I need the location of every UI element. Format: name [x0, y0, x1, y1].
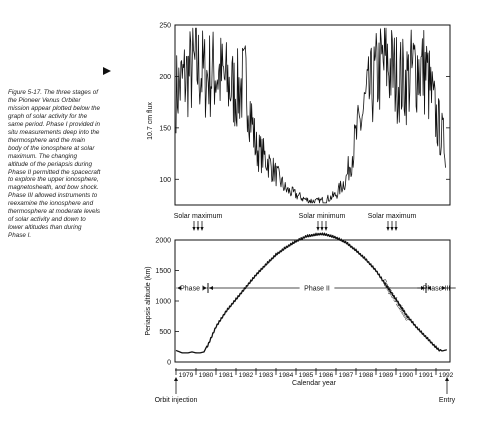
- figure-pointer-triangle-icon: [103, 67, 111, 75]
- calendar-year-label: 1984: [279, 372, 294, 379]
- calendar-year-label: 1986: [319, 372, 334, 379]
- flux-y-tick-label: 150: [159, 125, 171, 132]
- caption-line: Phase III allowed instruments to: [8, 192, 98, 200]
- phase-arrow-head: [209, 286, 213, 290]
- calendar-year-label: 1991: [419, 372, 434, 379]
- event-arrow-head: [445, 377, 449, 381]
- caption-line: thermosphere at moderate levels: [8, 208, 101, 216]
- caption-line: lower altitudes than during: [8, 224, 82, 232]
- phase-arrow-head: [427, 286, 431, 290]
- phase-label: Phase II: [304, 286, 330, 293]
- calendar-year-label: 1988: [359, 372, 374, 379]
- caption-line: altitude of the periapsis during: [8, 160, 93, 168]
- calendar-year-label: 1989: [379, 372, 394, 379]
- calendar-x-axis-label: Calendar year: [292, 380, 337, 387]
- altitude-y-tick-label: 500: [159, 329, 171, 336]
- caption-line: thermosphere and the main: [8, 136, 86, 144]
- caption-line: situ measurements deep into the: [8, 128, 100, 136]
- phase-label: Phase III: [423, 286, 451, 293]
- solar-arrow-head: [192, 227, 196, 231]
- calendar-year-label: 1982: [239, 372, 254, 379]
- caption-line: the Pioneer Venus Orbiter: [8, 96, 81, 104]
- periapsis-altitude-line: [175, 232, 448, 354]
- solar-arrow-head: [386, 227, 390, 231]
- solar-arrow-head: [324, 227, 328, 231]
- caption-line: magnetosheath, and bow shock.: [8, 184, 99, 192]
- flux-y-tick-label: 200: [159, 74, 171, 81]
- caption-line: reexamine the ionosphere and: [8, 200, 94, 208]
- caption-line: to explore the upper ionosphere,: [8, 176, 99, 184]
- solar-arrow-head: [200, 227, 204, 231]
- solar-activity-label: Solar maximum: [368, 213, 417, 220]
- caption-line: of solar activity and down to: [8, 216, 86, 224]
- caption-line: same period. Phase I provided in: [8, 120, 101, 128]
- flux-series-line: [175, 27, 446, 204]
- altitude-y-tick-label: 1000: [155, 299, 171, 306]
- flux-y-axis-label: 10.7 cm flux: [147, 102, 154, 140]
- caption-line: body of the ionosphere at solar: [8, 144, 95, 152]
- calendar-year-label: 1981: [219, 372, 234, 379]
- event-arrow-head: [174, 377, 178, 381]
- caption-line: graph of solar activity for the: [8, 112, 88, 120]
- phase-arrow-head: [203, 286, 207, 290]
- calendar-year-label: 1987: [339, 372, 354, 379]
- event-label: Entry: [439, 397, 456, 404]
- calendar-year-label: 1983: [259, 372, 274, 379]
- solar-activity-label: Solar minimum: [299, 213, 346, 220]
- flux-y-tick-label: 100: [159, 177, 171, 184]
- periapsis-altitude-curve-label: Periapsis altitude: [380, 278, 412, 323]
- calendar-year-label: 1992: [439, 372, 454, 379]
- altitude-y-tick-label: 0: [167, 360, 171, 367]
- solar-arrow-head: [390, 227, 394, 231]
- caption-line: mission appear plotted below the: [8, 104, 101, 112]
- flux-plot-frame: [174, 24, 451, 206]
- calendar-year-label: 1980: [199, 372, 214, 379]
- altitude-y-tick-label: 1500: [155, 268, 171, 275]
- solar-arrow-head: [394, 227, 398, 231]
- altitude-y-tick-label: 2000: [155, 238, 171, 245]
- calendar-year-label: 1979: [179, 372, 194, 379]
- figure-caption: Figure 5-17. The three stages of the Pion…: [8, 89, 134, 240]
- altitude-plot-frame: [174, 239, 451, 363]
- solar-arrow-head: [196, 227, 200, 231]
- phase-arrow-head: [442, 286, 446, 290]
- solar-activity-label: Solar maximum: [174, 213, 223, 220]
- caption-line: Phase I.: [8, 232, 32, 240]
- caption-line: maximum. The changing: [8, 152, 77, 160]
- phase-arrow-head: [177, 286, 181, 290]
- caption-line: Phase II permitted the spacecraft: [8, 168, 101, 176]
- altitude-y-axis-label: Periapsis altitude (km): [145, 266, 152, 335]
- calendar-year-label: 1990: [399, 372, 414, 379]
- caption-line: Figure 5-17. The three stages of: [8, 89, 98, 96]
- phase-label: Phase I: [180, 286, 204, 293]
- event-label: Orbit injection: [155, 397, 198, 404]
- solar-arrow-head: [316, 227, 320, 231]
- calendar-year-label: 1985: [299, 372, 314, 379]
- flux-y-tick-label: 250: [159, 23, 171, 30]
- solar-arrow-head: [320, 227, 324, 231]
